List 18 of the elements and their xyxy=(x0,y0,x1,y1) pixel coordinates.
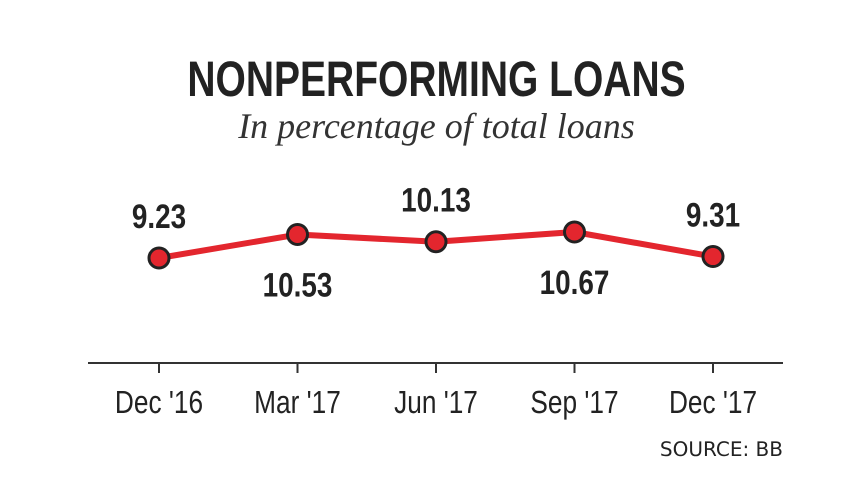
chart-title: NONPERFORMING LOANS xyxy=(187,50,686,108)
data-label: 10.13 xyxy=(401,181,471,220)
data-label: 10.67 xyxy=(540,263,610,302)
x-tick-label: Dec '16 xyxy=(114,386,204,421)
data-label: 9.23 xyxy=(132,197,186,236)
point xyxy=(563,220,586,244)
x-tick-label: Jun '17 xyxy=(394,386,478,421)
point xyxy=(286,223,309,246)
x-tick-label: Sep '17 xyxy=(530,386,619,421)
point xyxy=(424,230,448,254)
x-tick-label: Mar '17 xyxy=(254,386,341,421)
point xyxy=(702,245,724,268)
data-label: 10.53 xyxy=(262,266,332,304)
x-tick-label: Dec '17 xyxy=(668,386,758,421)
point xyxy=(148,246,170,270)
source-note: SOURCE: BB xyxy=(660,437,783,461)
chart-subtitle: In percentage of total loans xyxy=(237,106,635,146)
data-label: 9.31 xyxy=(686,196,740,234)
